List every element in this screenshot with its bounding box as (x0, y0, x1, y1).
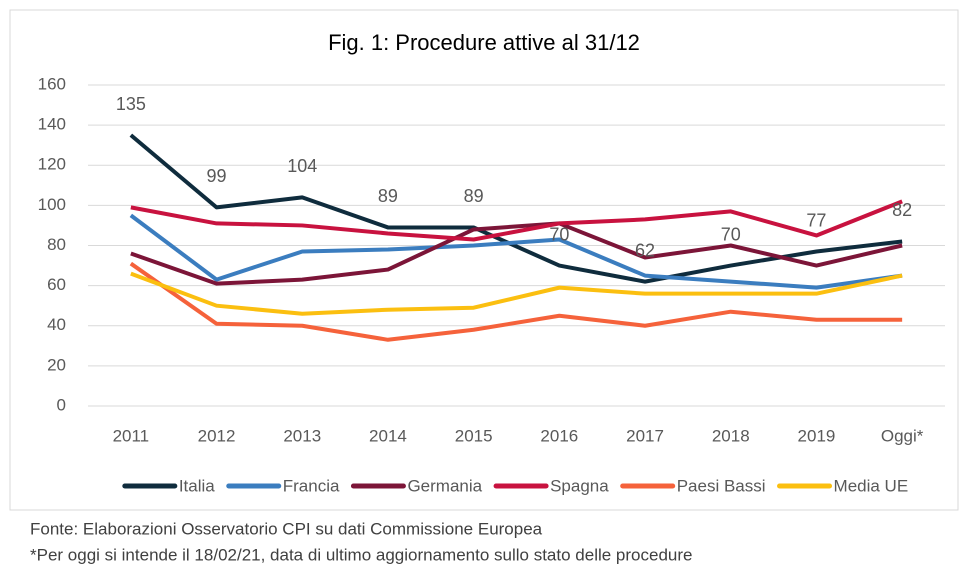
y-tick-label: 160 (38, 74, 66, 93)
data-label: 70 (549, 224, 569, 244)
x-tick-label: 2018 (712, 426, 750, 445)
data-label: 89 (464, 186, 484, 206)
y-tick-label: 60 (47, 275, 66, 294)
series-line (129, 261, 903, 342)
y-tick-label: 80 (47, 235, 66, 254)
y-tick-label: 100 (38, 195, 66, 214)
source-note: Fonte: Elaborazioni Osservatorio CPI su … (30, 519, 543, 538)
series-line (129, 133, 903, 284)
legend-label: Paesi Bassi (677, 476, 766, 495)
series-line (130, 199, 903, 242)
legend: Italia Francia Germania Spagna Paesi Bassi Me… (122, 476, 909, 495)
data-label: 77 (806, 210, 826, 230)
data-label: 82 (892, 200, 912, 220)
footnote: *Per oggi si intende il 18/02/21, data d… (30, 545, 692, 564)
y-tick-label: 20 (47, 355, 66, 374)
chart-title: Fig. 1: Procedure attive al 31/12 (328, 30, 640, 55)
y-tick-label: 140 (38, 115, 66, 134)
x-tick-label: 2014 (369, 426, 407, 445)
x-tick-label: 2016 (540, 426, 578, 445)
legend-label: Italia (179, 476, 215, 495)
data-label: 70 (721, 224, 741, 244)
y-tick-label: 40 (47, 315, 66, 334)
data-label: 135 (116, 94, 146, 114)
legend-label: Media UE (834, 476, 909, 495)
data-label: 62 (635, 240, 655, 260)
legend-label: Spagna (550, 476, 609, 495)
y-tick-label: 120 (38, 155, 66, 174)
series-line (130, 221, 903, 286)
series-line (130, 271, 903, 316)
x-tick-label: 2015 (455, 426, 493, 445)
data-label: 99 (207, 166, 227, 186)
x-tick-label: 2017 (626, 426, 664, 445)
x-tick-label: 2012 (198, 426, 236, 445)
x-tick-label: 2013 (283, 426, 321, 445)
data-label: 89 (378, 186, 398, 206)
x-tick-label: 2019 (798, 426, 836, 445)
legend-label: Germania (407, 476, 482, 495)
x-tick-label: 2011 (113, 426, 150, 445)
series-line (129, 213, 903, 290)
legend-label: Francia (283, 476, 340, 495)
data-label: 104 (287, 156, 317, 176)
x-tick-label: Oggi* (881, 426, 924, 445)
y-tick-label: 0 (57, 395, 66, 414)
